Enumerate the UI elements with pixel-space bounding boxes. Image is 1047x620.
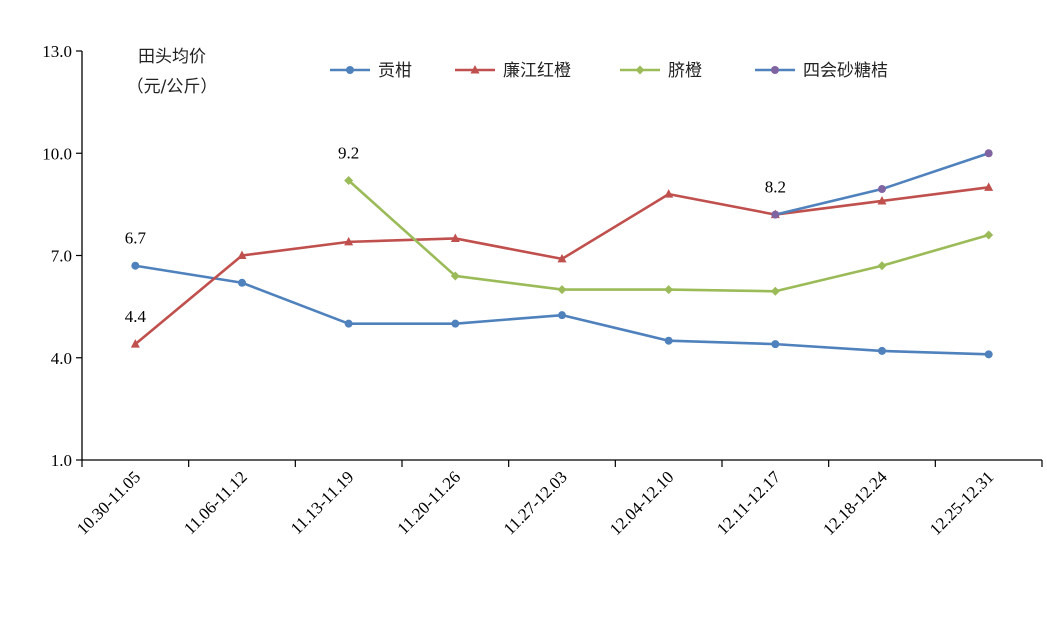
y-tick-label: 7.0 bbox=[51, 247, 72, 266]
legend-label: 四会砂糖桔 bbox=[803, 61, 888, 81]
data-point bbox=[557, 285, 567, 295]
x-tick-label: 12.04-12.10 bbox=[606, 467, 678, 539]
data-point bbox=[771, 210, 780, 219]
legend-item: 贡柑 bbox=[330, 61, 412, 81]
legend-label: 廉江红橙 bbox=[503, 61, 571, 81]
legend-item: 四会砂糖桔 bbox=[755, 61, 888, 81]
data-point bbox=[877, 261, 887, 271]
y-tick-label: 4.0 bbox=[51, 349, 72, 368]
y-tick-label: 1.0 bbox=[51, 451, 72, 470]
data-point bbox=[878, 346, 886, 355]
data-point bbox=[237, 250, 247, 259]
data-point bbox=[450, 271, 460, 281]
x-tick-label: 11.13-11.19 bbox=[287, 467, 358, 538]
series-line bbox=[135, 264, 989, 356]
data-point bbox=[344, 236, 354, 246]
data-point bbox=[558, 311, 566, 320]
series-line bbox=[775, 152, 990, 216]
y-tick-label: 13.0 bbox=[42, 42, 72, 61]
x-tick-label: 11.27-12.03 bbox=[500, 467, 571, 538]
data-point bbox=[344, 176, 354, 186]
data-label: 6.7 bbox=[125, 229, 147, 248]
data-point bbox=[131, 261, 140, 270]
legend-item: 廉江红橙 bbox=[455, 61, 571, 81]
y-tick-label: 10.0 bbox=[42, 144, 72, 163]
data-labels: 6.7 4.4 9.2 8.2 bbox=[125, 144, 786, 327]
series-4 bbox=[771, 149, 993, 219]
series-layer bbox=[130, 149, 994, 359]
data-point bbox=[984, 182, 994, 191]
series-2 bbox=[130, 182, 994, 348]
series-1 bbox=[131, 261, 993, 359]
data-point bbox=[450, 233, 460, 242]
legend-marker bbox=[771, 66, 779, 74]
data-point bbox=[771, 340, 780, 349]
data-point bbox=[238, 278, 246, 287]
data-label: 9.2 bbox=[338, 144, 359, 163]
data-point bbox=[344, 319, 353, 328]
data-point bbox=[664, 336, 673, 345]
legend-marker bbox=[635, 65, 645, 75]
data-label: 8.2 bbox=[765, 178, 786, 197]
data-point bbox=[877, 195, 887, 205]
data-point bbox=[557, 253, 567, 263]
data-point bbox=[984, 149, 993, 158]
data-label: 4.4 bbox=[125, 307, 147, 326]
legend-label: 贡柑 bbox=[378, 61, 412, 81]
data-point bbox=[770, 286, 780, 296]
legend-label: 脐橙 bbox=[668, 61, 702, 81]
data-point bbox=[984, 350, 993, 359]
x-tick-label: 11.06-11.12 bbox=[180, 467, 251, 538]
x-tick-label: 11.20-11.26 bbox=[394, 467, 465, 538]
data-point bbox=[878, 185, 886, 194]
data-point bbox=[130, 339, 140, 348]
series-3 bbox=[344, 176, 994, 296]
x-tick-label: 12.11-12.17 bbox=[713, 467, 784, 538]
series-line bbox=[134, 186, 989, 346]
y-unit-label: 田头均价 （元/公斤） bbox=[127, 47, 218, 97]
data-point bbox=[984, 230, 994, 240]
y-unit-label-line-2: （元/公斤） bbox=[127, 77, 218, 97]
legend: 贡柑 廉江红橙 脐橙 四会砂糖桔 bbox=[330, 61, 888, 81]
data-point bbox=[451, 319, 460, 328]
x-tick-label: 10.30-11.05 bbox=[73, 467, 144, 538]
data-point bbox=[664, 189, 674, 198]
legend-marker bbox=[470, 65, 480, 74]
y-unit-label-line-1: 田头均价 bbox=[138, 47, 206, 67]
x-tick-label: 12.25-12.31 bbox=[926, 467, 998, 539]
legend-item: 脐橙 bbox=[620, 61, 702, 81]
axes: 1.0 4.0 7.0 10.0 13.0 10.30-11.05 11.06-11.12 1… bbox=[42, 42, 1043, 539]
x-tick-label: 12.18-12.24 bbox=[819, 467, 891, 539]
data-point bbox=[664, 285, 674, 295]
legend-marker bbox=[346, 66, 354, 74]
